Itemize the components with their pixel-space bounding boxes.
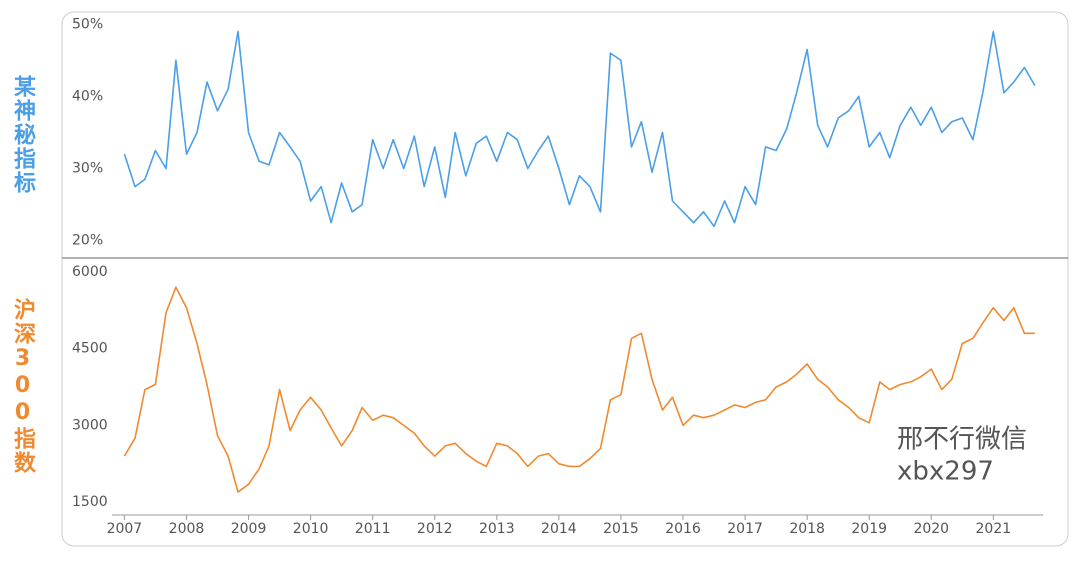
x-tick-label: 2008 [169, 521, 205, 537]
y-tick-label: 3000 [72, 417, 108, 433]
x-tick-label: 2018 [789, 521, 825, 537]
watermark: xbx297 [897, 457, 994, 487]
x-tick-label: 2017 [727, 521, 763, 537]
y-tick-label: 30% [72, 161, 103, 177]
x-tick-label: 2007 [107, 521, 143, 537]
x-tick-label: 2016 [665, 521, 701, 537]
y-tick-label: 6000 [72, 264, 108, 280]
card [61, 11, 1069, 547]
x-tick-label: 2019 [851, 521, 887, 537]
x-tick-label: 2015 [603, 521, 639, 537]
data-line [123, 286, 1035, 493]
x-tick-label: 2011 [355, 521, 391, 537]
x-tick-label: 2021 [976, 521, 1012, 537]
y-tick-label: 4500 [72, 341, 108, 357]
data-line [123, 30, 1036, 228]
watermark: 邢不行微信 [897, 425, 1027, 455]
y-tick-label: 50% [72, 16, 103, 32]
y-tick-label: 40% [72, 88, 103, 104]
y-axis-label: 沪深300指数 [10, 297, 36, 475]
x-tick-label: 2020 [913, 521, 949, 537]
x-tick-label: 2012 [417, 521, 453, 537]
x-tick-label: 2013 [479, 521, 515, 537]
x-tick-label: 2014 [541, 521, 577, 537]
y-axis-label: 某神秘指标 [10, 74, 36, 195]
y-tick-label: 1500 [72, 494, 108, 510]
x-tick-label: 2009 [231, 521, 267, 537]
x-tick-label: 2010 [293, 521, 329, 537]
y-tick-label: 20% [72, 233, 103, 249]
